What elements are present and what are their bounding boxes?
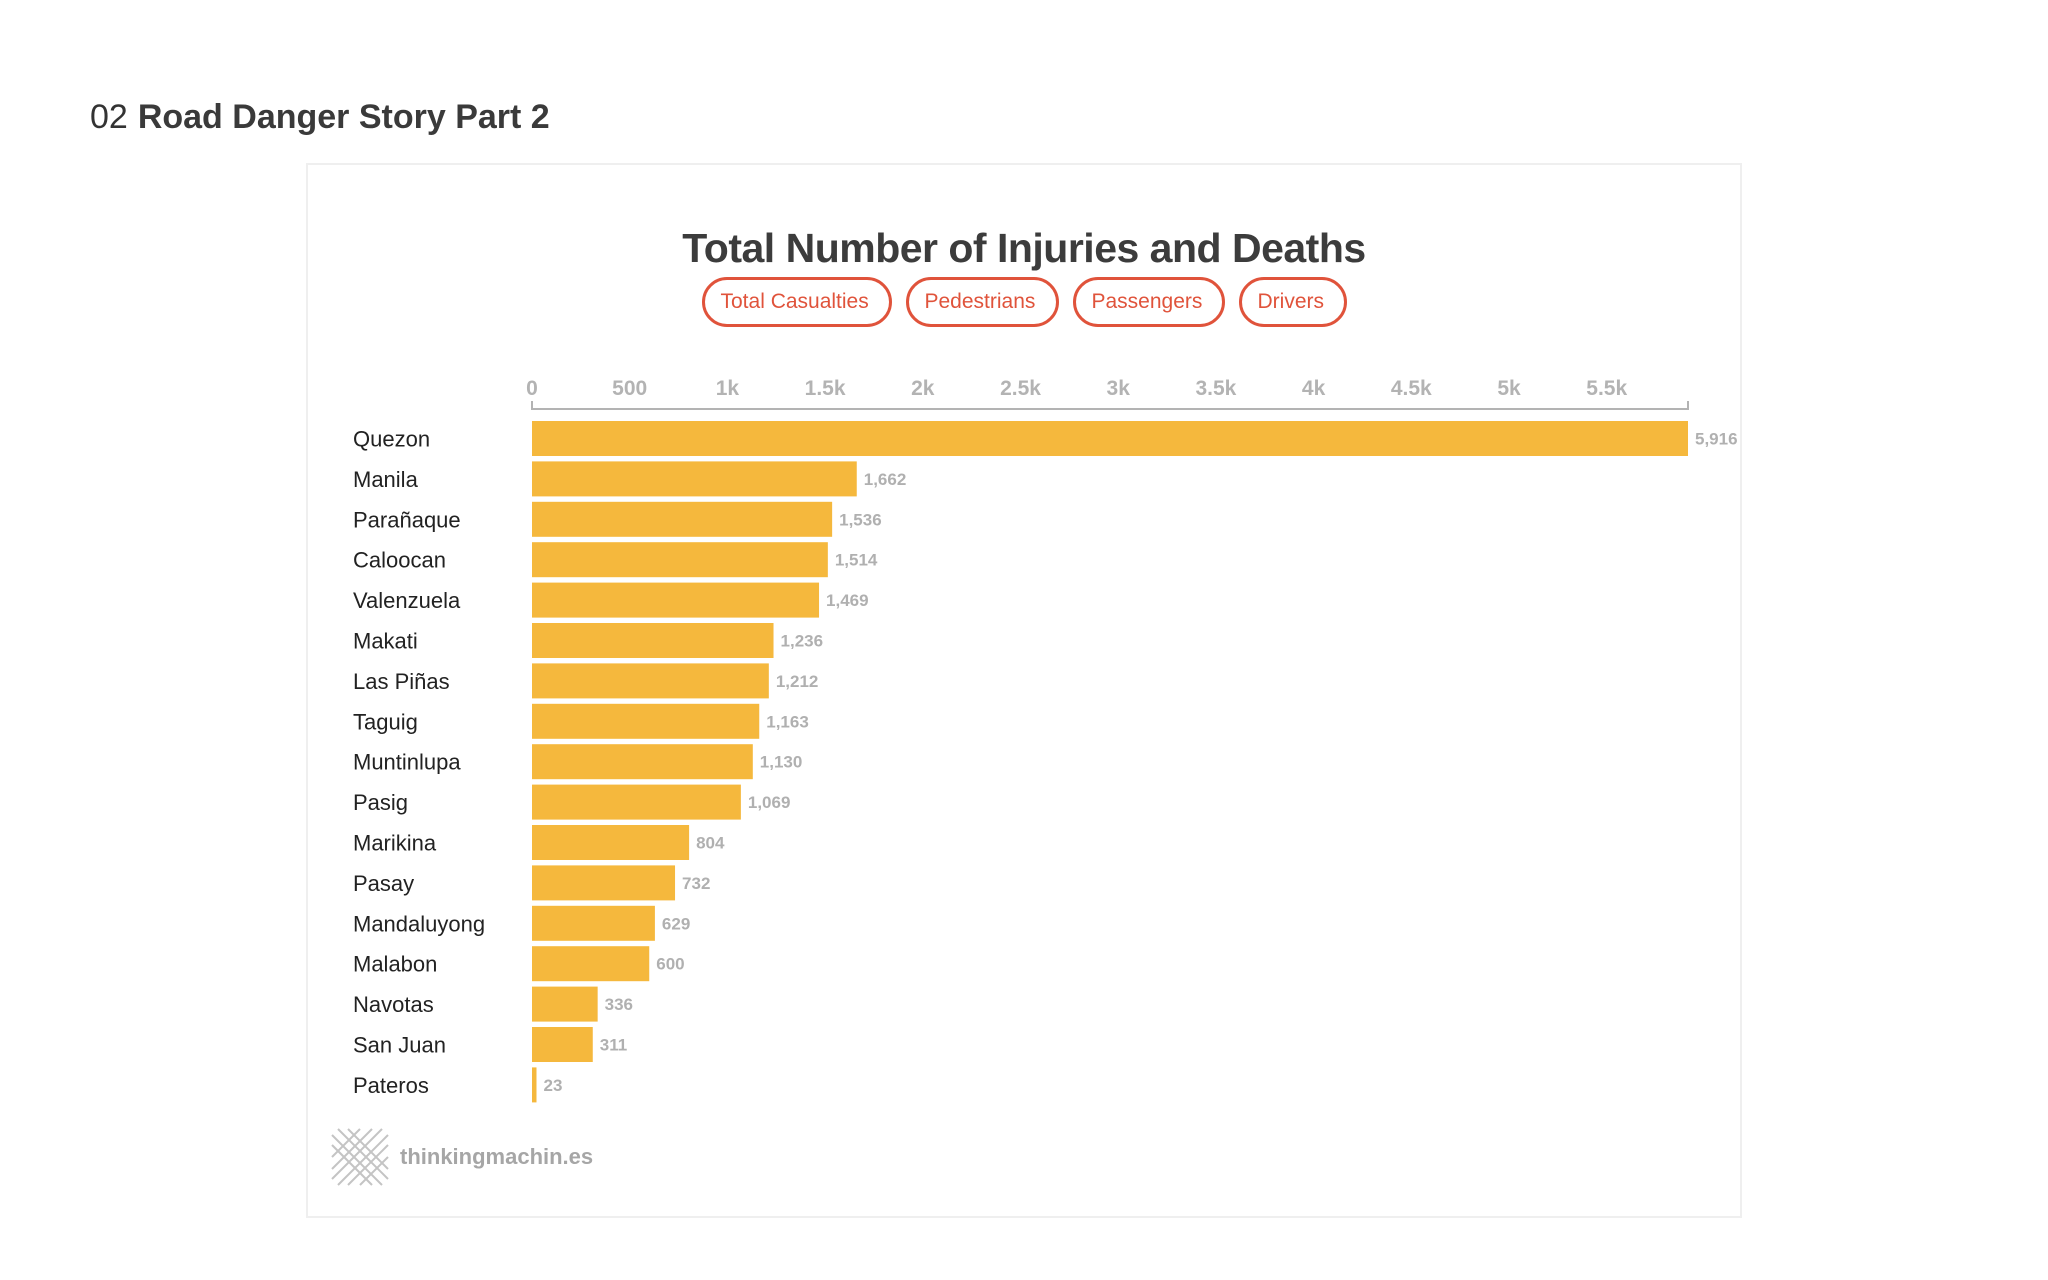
category-label: San Juan: [353, 1033, 446, 1058]
category-label: Muntinlupa: [353, 750, 461, 775]
category-label: Valenzuela: [353, 588, 461, 613]
chart-card: Total Number of Injuries and Deaths Tota…: [306, 163, 1742, 1218]
x-tick-label: 4.5k: [1391, 377, 1432, 400]
bar[interactable]: [532, 582, 820, 618]
filter-drivers-button[interactable]: Drivers: [1238, 277, 1347, 327]
bar[interactable]: [532, 784, 741, 820]
category-label: Parañaque: [353, 507, 461, 532]
x-tick-label: 1k: [716, 377, 740, 400]
bar[interactable]: [532, 421, 1688, 456]
section-title: 02 Road Danger Story Part 2: [90, 98, 550, 137]
bar-value-label: 311: [600, 1036, 627, 1055]
bar[interactable]: [532, 946, 650, 982]
bar[interactable]: [532, 542, 828, 578]
x-tick-label: 5k: [1497, 377, 1521, 400]
category-label: Malabon: [353, 952, 437, 977]
bar-value-label: 1,212: [776, 672, 819, 691]
category-label: Las Piñas: [353, 669, 450, 694]
bar-value-label: 1,662: [864, 470, 907, 489]
category-label: Pasig: [353, 790, 408, 815]
x-tick-label: 500: [612, 377, 647, 400]
bar-value-label: 23: [543, 1076, 562, 1095]
x-tick-label: 3k: [1107, 377, 1131, 400]
category-label: Manila: [353, 467, 419, 492]
bar[interactable]: [532, 1027, 593, 1062]
category-label: Taguig: [353, 709, 418, 734]
bar[interactable]: [532, 703, 760, 739]
bar-value-label: 732: [682, 874, 710, 893]
x-tick-label: 4k: [1302, 377, 1326, 400]
bar-value-label: 600: [656, 955, 684, 974]
filter-total-casualties-button[interactable]: Total Casualties: [701, 277, 892, 327]
bar-value-label: 1,236: [781, 632, 824, 651]
bar-value-label: 629: [662, 914, 690, 933]
bar-value-label: 5,916: [1695, 430, 1738, 449]
x-tick-label: 1.5k: [805, 377, 846, 400]
bar[interactable]: [532, 461, 857, 497]
bar[interactable]: [532, 623, 774, 658]
category-label: Navotas: [353, 992, 434, 1017]
category-label: Pateros: [353, 1073, 429, 1098]
x-axis-line: [531, 401, 1689, 410]
bar[interactable]: [532, 825, 690, 860]
chart-title: Total Number of Injuries and Deaths: [682, 225, 1366, 271]
bar[interactable]: [532, 905, 655, 941]
x-tick-label: 5.5k: [1586, 377, 1627, 400]
x-tick-label: 0: [526, 377, 538, 400]
filter-group: Total Casualties Pedestrians Passengers …: [308, 277, 1740, 327]
bar-value-label: 1,130: [760, 753, 803, 772]
category-label: Makati: [353, 629, 418, 654]
bar[interactable]: [532, 501, 833, 537]
bar-chart: 0 500 1k 1.5k 2k 2.5k 3k 3.5k 4k 4.5k 5k 5.5k Quezon…: [353, 377, 1738, 1103]
category-label: Quezon: [353, 427, 430, 452]
bar-value-label: 1,163: [766, 712, 809, 731]
bar-value-label: 1,536: [839, 510, 882, 529]
category-label: Mandaluyong: [353, 911, 485, 936]
category-label: Caloocan: [353, 548, 446, 573]
bar-value-label: 336: [605, 995, 633, 1014]
bar-value-label: 1,514: [835, 551, 878, 570]
filter-passengers-button[interactable]: Passengers: [1072, 277, 1225, 327]
x-tick-label: 2k: [911, 377, 935, 400]
category-label: Pasay: [353, 871, 414, 896]
bar[interactable]: [532, 663, 769, 699]
brand-text: thinkingmachin.es: [400, 1144, 594, 1169]
x-tick-label: 2.5k: [1000, 377, 1041, 400]
section-number: 02: [90, 98, 128, 136]
bar[interactable]: [532, 986, 598, 1022]
category-label: Marikina: [353, 831, 437, 856]
crosshatch-logo-icon: [331, 1128, 389, 1186]
bar-value-label: 804: [696, 834, 725, 853]
bar[interactable]: [532, 865, 676, 901]
filter-pedestrians-button[interactable]: Pedestrians: [905, 277, 1059, 327]
bar[interactable]: [532, 1067, 537, 1103]
section-name: Road Danger Story Part 2: [137, 98, 550, 136]
bar-value-label: 1,469: [826, 591, 869, 610]
x-tick-label: 3.5k: [1195, 377, 1236, 400]
bar[interactable]: [532, 744, 753, 780]
bar-value-label: 1,069: [748, 793, 791, 812]
brand: thinkingmachin.es: [330, 1127, 593, 1187]
